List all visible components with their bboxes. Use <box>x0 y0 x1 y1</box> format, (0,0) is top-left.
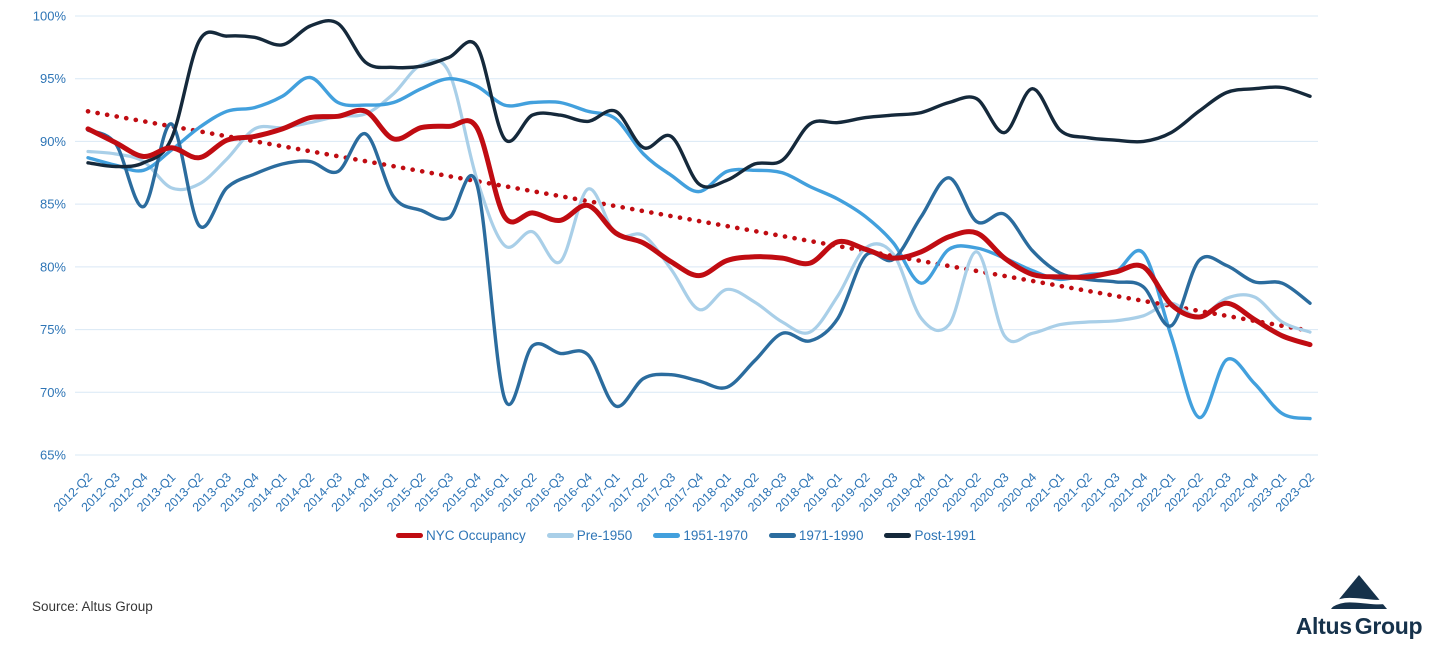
legend-item-1971-1990: 1971-1990 <box>768 528 864 543</box>
y-axis-labels: 65% 70% 75% 80% 85% 90% 95% 100% <box>33 9 67 463</box>
legend-item-pre-1950: Pre-1950 <box>546 528 633 543</box>
occupancy-line-chart: 65% 70% 75% 80% 85% 90% 95% 100% 2012-Q2 2012-Q3 2… <box>33 9 1318 515</box>
legend-item-post-1991: Post-1991 <box>884 528 976 543</box>
logo-wordmark: Altus Group <box>1295 613 1423 639</box>
y-tick-label: 65% <box>40 448 66 463</box>
y-tick-label: 90% <box>40 134 66 149</box>
y-tick-label: 100% <box>33 9 67 24</box>
trend-line-nyc-occupancy <box>85 109 1313 334</box>
legend-label: Post-1991 <box>914 528 976 543</box>
y-tick-label: 70% <box>40 385 66 400</box>
legend-swatch <box>653 533 681 538</box>
legend-label: 1951-1970 <box>683 528 748 543</box>
legend-label: 1971-1990 <box>798 528 864 543</box>
chart-canvas: 65% 70% 75% 80% 85% 90% 95% 100% 2012-Q22012-Q32… <box>33 9 1318 515</box>
legend-swatch <box>546 533 574 538</box>
y-tick-label: 80% <box>40 259 66 274</box>
y-tick-label: 85% <box>40 197 66 212</box>
series-line-post-1991 <box>86 19 1312 189</box>
legend-swatch <box>768 533 796 538</box>
legend-label: NYC Occupancy <box>425 528 526 543</box>
altus-group-logo: Altus Group <box>1294 574 1424 638</box>
x-axis-labels: 2012-Q22012-Q32012-Q42013-Q12013-Q22013-… <box>51 470 1317 514</box>
series-line-nyc-occupancy <box>85 107 1313 348</box>
series-line-pre-1950 <box>86 58 1312 344</box>
legend-swatch <box>884 533 912 538</box>
legend-item-nyc-occupancy: NYC Occupancy <box>395 528 526 543</box>
altus-mountain-icon <box>1325 575 1392 610</box>
legend-swatch <box>395 533 423 538</box>
y-tick-label: 75% <box>40 322 66 337</box>
legend-item-1951-1970: 1951-1970 <box>653 528 748 543</box>
legend-label: Pre-1950 <box>576 528 633 543</box>
series-line-1971-1990 <box>86 122 1312 408</box>
source-note: Source: Altus Group <box>32 599 153 614</box>
chart-legend: NYC Occupancy Pre-1950 1951-1970 1971-1990 P… <box>0 528 1372 543</box>
y-tick-label: 95% <box>40 71 66 86</box>
gridlines <box>75 15 1318 456</box>
